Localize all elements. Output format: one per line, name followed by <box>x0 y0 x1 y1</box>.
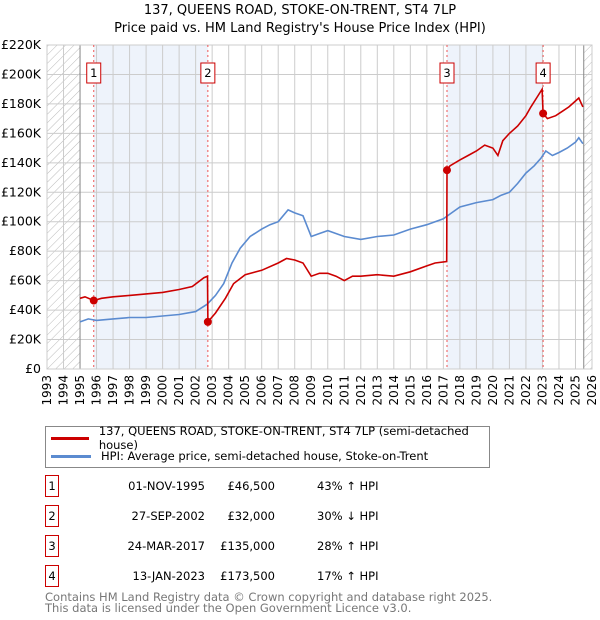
sale-price: £32,000 <box>227 509 275 523</box>
x-tick-label: 1996 <box>90 375 104 406</box>
y-tick-label: £160K <box>1 125 42 140</box>
x-tick-label: 1994 <box>57 375 71 406</box>
sale-date: 24-MAR-2017 <box>127 539 205 553</box>
sale-point <box>89 296 98 305</box>
sale-marker-box <box>86 62 102 84</box>
sale-price: £173,500 <box>220 569 275 583</box>
price-chart: 1993 1994 1995 1996 1997 1998 1999 2000 2001 2002… <box>1 37 599 406</box>
x-tick-label: 2008 <box>288 375 302 406</box>
y-tick-label: £200K <box>1 66 42 81</box>
x-tick-label: 2007 <box>271 375 285 406</box>
x-tick-label: 2015 <box>403 375 417 406</box>
y-tick-label: £140K <box>1 155 42 170</box>
x-tick-label: 2009 <box>304 375 318 406</box>
property-price-line <box>79 86 584 325</box>
x-tick-label: 2000 <box>156 375 170 406</box>
footer-copyright: Contains HM Land Registry data © Crown c… <box>45 590 493 604</box>
y-tick-label: £120K <box>1 184 42 199</box>
sale-marker-number: 1 <box>45 475 59 497</box>
x-tick-label: 2005 <box>238 375 252 406</box>
sale-price: £135,000 <box>220 539 275 553</box>
x-tick-label: 2021 <box>502 375 516 406</box>
legend-label: 137, QUEENS ROAD, STOKE-ON-TRENT, ST4 7L… <box>98 424 469 452</box>
y-tick-label: £100K <box>1 214 42 229</box>
sale-point <box>442 166 451 175</box>
legend-item-hpi: HPI: Average price, semi-detached house,… <box>51 447 428 465</box>
x-tick-label: 2017 <box>436 375 450 406</box>
x-tick-label: 1998 <box>123 375 137 406</box>
sale-marker-number: 3 <box>45 535 59 557</box>
x-tick-label: 2006 <box>255 375 269 406</box>
y-tick-label: £20K <box>9 332 42 347</box>
shaded-band <box>93 45 208 369</box>
y-tick-label: £60K <box>9 273 42 288</box>
y-tick-label: £40K <box>9 302 42 317</box>
sale-marker-label: 4 <box>539 66 546 80</box>
chart-subtitle: Price paid vs. HM Land Registry's House … <box>114 21 486 36</box>
sale-marker-label: 1 <box>90 66 97 80</box>
y-tick-label: £0 <box>25 361 41 376</box>
sale-row: 2 27-SEP-2002 £32,000 30% ↓ HPI <box>45 505 445 527</box>
x-tick-label: 2013 <box>370 375 384 406</box>
x-tick-label: 2023 <box>535 375 549 406</box>
hatched-region <box>583 45 592 369</box>
x-tick-label: 2025 <box>568 375 582 406</box>
x-tick-label: 1999 <box>139 375 153 406</box>
sale-hpi-diff: 17% ↑ HPI <box>317 569 379 583</box>
legend-swatch <box>51 436 89 440</box>
y-tick-label: £220K <box>1 37 42 52</box>
sale-marker-box <box>535 62 551 84</box>
x-tick-label: 2026 <box>585 375 599 406</box>
sale-hpi-diff: 30% ↓ HPI <box>317 509 379 523</box>
sale-marker-label: 2 <box>204 66 211 80</box>
x-tick-label: 2014 <box>387 375 401 406</box>
x-tick-label: 2022 <box>519 375 533 406</box>
x-tick-label: 1995 <box>73 375 87 406</box>
sale-date: 13-JAN-2023 <box>132 569 206 583</box>
sale-date: 27-SEP-2002 <box>131 509 205 523</box>
x-tick-label: 2020 <box>486 375 500 406</box>
x-tick-label: 2003 <box>205 375 219 406</box>
footer-licence: This data is licensed under the Open Gov… <box>45 601 412 615</box>
y-tick-label: £80K <box>9 243 42 258</box>
sale-marker-box <box>439 62 455 84</box>
chart-title: 137, QUEENS ROAD, STOKE-ON-TRENT, ST4 7L… <box>143 3 457 18</box>
legend-label: HPI: Average price, semi-detached house,… <box>101 449 429 463</box>
sale-date: 01-NOV-1995 <box>128 479 205 493</box>
sale-row: 1 01-NOV-1995 £46,500 43% ↑ HPI <box>45 475 445 497</box>
shaded-band <box>446 45 544 369</box>
sale-point <box>203 317 212 326</box>
sale-row: 3 24-MAR-2017 £135,000 28% ↑ HPI <box>45 535 445 557</box>
sale-row: 4 13-JAN-2023 £173,500 17% ↑ HPI <box>45 565 445 587</box>
sale-point <box>539 109 548 118</box>
x-tick-label: 2024 <box>552 375 566 406</box>
sale-price: £46,500 <box>227 479 275 493</box>
x-tick-label: 2001 <box>172 375 186 406</box>
x-tick-label: 2010 <box>321 375 335 406</box>
chart-legend: 137, QUEENS ROAD, STOKE-ON-TRENT, ST4 7L… <box>45 424 490 468</box>
x-tick-label: 2012 <box>354 375 368 406</box>
sale-hpi-diff: 28% ↑ HPI <box>317 539 379 553</box>
sale-marker-number: 2 <box>45 505 59 527</box>
x-tick-label: 2004 <box>222 375 236 406</box>
x-tick-label: 2016 <box>420 375 434 406</box>
x-tick-label: 2018 <box>453 375 467 406</box>
x-tick-label: 1993 <box>40 375 54 406</box>
sale-marker-number: 4 <box>45 565 59 587</box>
plot-border <box>46 44 593 370</box>
sale-hpi-diff: 43% ↑ HPI <box>317 479 379 493</box>
x-tick-label: 2002 <box>189 375 203 406</box>
hpi-line <box>79 136 584 323</box>
x-tick-label: 2011 <box>337 375 351 406</box>
x-tick-label: 2019 <box>469 375 483 406</box>
legend-swatch <box>51 454 91 458</box>
x-tick-label: 1997 <box>106 375 120 406</box>
sale-marker-label: 3 <box>443 66 450 80</box>
sale-marker-box <box>200 62 216 84</box>
legend-item-property: 137, QUEENS ROAD, STOKE-ON-TRENT, ST4 7L… <box>51 424 489 452</box>
y-tick-label: £180K <box>1 96 42 111</box>
